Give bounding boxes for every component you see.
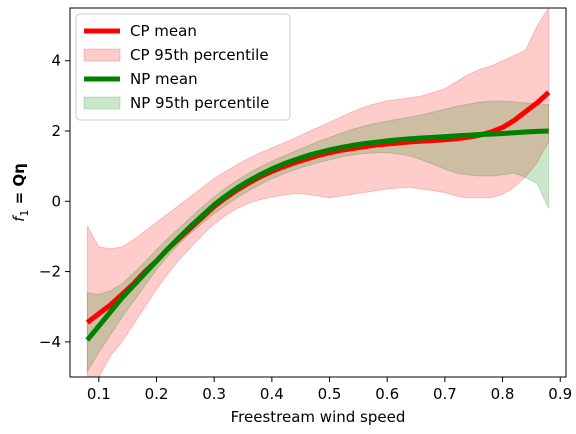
legend-item: NP 95th percentile bbox=[83, 94, 269, 112]
legend-item: CP mean bbox=[84, 22, 197, 40]
x-tick-label: 0.6 bbox=[375, 385, 399, 403]
x-axis-ticks: 0.1 0.2 0.3 0.4 0.5 0.6 0.7 0.8 0.9 bbox=[87, 377, 572, 403]
legend-label: CP mean bbox=[130, 22, 197, 40]
y-tick-label: 2 bbox=[51, 122, 61, 140]
y-tick-label: 0 bbox=[51, 192, 61, 210]
y-tick-label: 4 bbox=[51, 52, 61, 70]
x-axis-label: Freestream wind speed bbox=[231, 408, 406, 426]
legend-box bbox=[75, 13, 291, 121]
series-line-np-mean bbox=[85, 128, 549, 342]
legend-patch-swatch bbox=[83, 48, 121, 62]
y-axis-label-rest: = Qη bbox=[10, 163, 28, 209]
y-tick-label: −4 bbox=[39, 333, 61, 351]
legend-label: NP 95th percentile bbox=[130, 94, 269, 112]
x-tick-label: 0.1 bbox=[87, 385, 111, 403]
plot-frame bbox=[69, 7, 567, 378]
legend-label: NP mean bbox=[130, 70, 198, 88]
x-tick-label: 0.8 bbox=[491, 385, 515, 403]
y-axis-ticks: −4 −2 0 2 4 bbox=[39, 52, 70, 351]
legend-item: NP mean bbox=[84, 70, 198, 88]
x-tick-label: 0.5 bbox=[318, 385, 342, 403]
legend-patch-swatch bbox=[83, 96, 121, 110]
y-axis-label-subscript: 1 bbox=[18, 210, 31, 217]
y-tick-label: −2 bbox=[39, 263, 61, 281]
legend-label: CP 95th percentile bbox=[130, 46, 269, 64]
x-tick-label: 0.3 bbox=[202, 385, 226, 403]
band-cp-95th-percentile bbox=[86, 8, 550, 377]
x-tick-label: 0.4 bbox=[260, 385, 284, 403]
x-tick-label: 0.7 bbox=[433, 385, 457, 403]
x-tick-label: 0.9 bbox=[548, 385, 572, 403]
mean-lines bbox=[85, 90, 551, 342]
y-axis-label: f1 = Qη bbox=[10, 163, 31, 222]
x-tick-label: 0.2 bbox=[145, 385, 169, 403]
legend-item: CP 95th percentile bbox=[83, 46, 269, 64]
y-axis-label-symbol: f bbox=[10, 214, 28, 222]
legend: CP mean CP 95th percentile NP mean NP 95th … bbox=[75, 13, 291, 121]
